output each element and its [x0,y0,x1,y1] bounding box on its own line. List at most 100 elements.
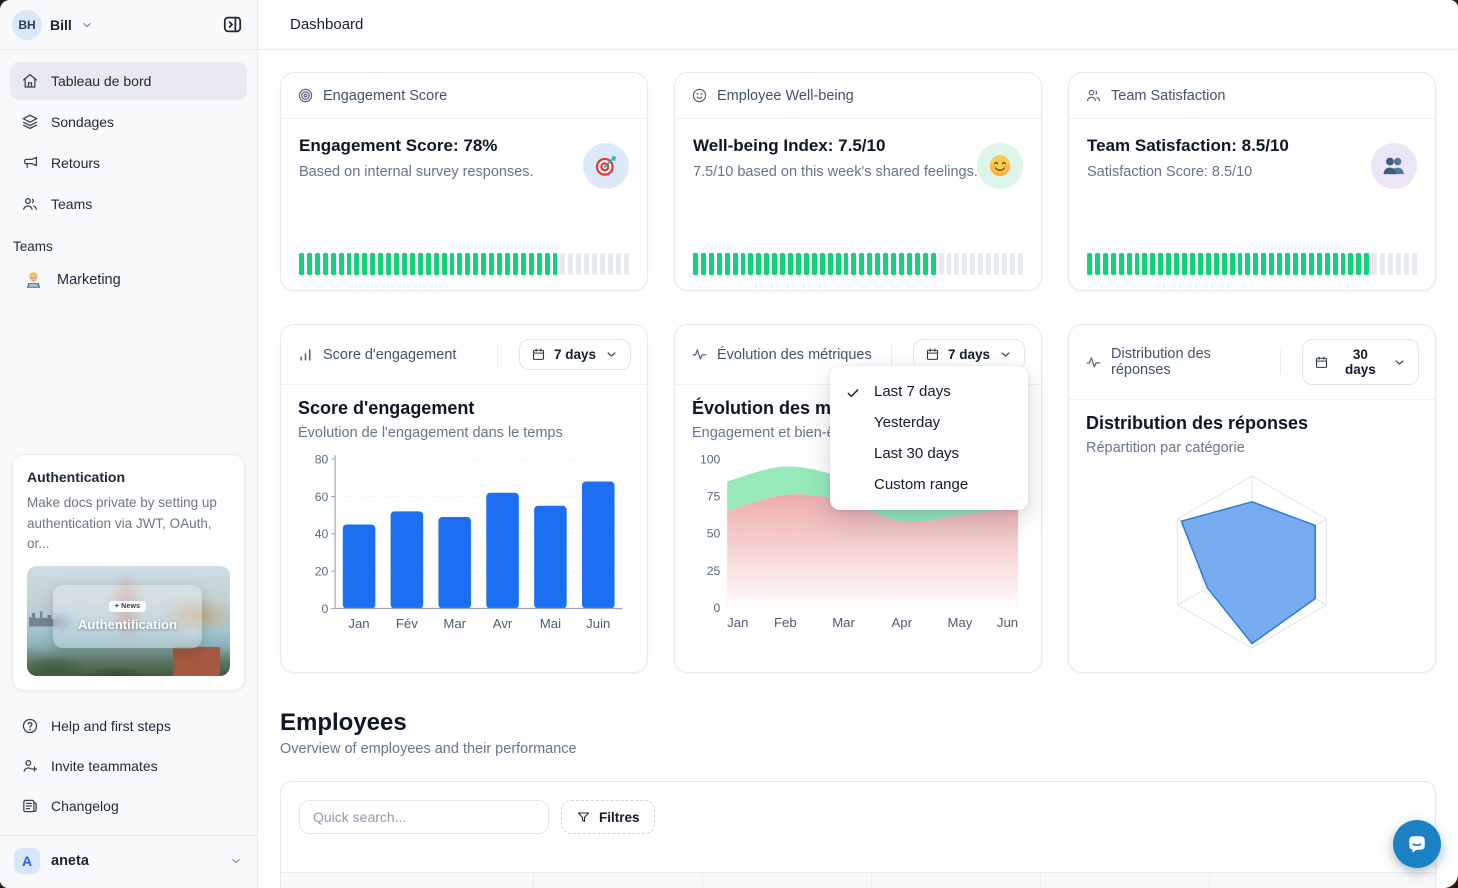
ticker-segment [693,253,698,275]
ticker-segment [1372,253,1378,275]
svg-text:Jan: Jan [727,615,748,630]
svg-text:80: 80 [315,453,329,467]
svg-text:20: 20 [315,565,329,579]
technologist-emoji-icon [23,270,44,291]
ticker-segment [441,253,447,275]
card-header-label: Employee Well-being [717,87,854,104]
column-header-tasks[interactable]: Tasks [1209,873,1435,888]
sidebar-item-retours[interactable]: Retours [10,144,247,182]
range-select[interactable]: 7 days [518,339,631,370]
range-select[interactable]: 30 days [1301,339,1419,385]
ticker-segment [914,253,920,275]
promo-image[interactable]: + News Authentification [27,566,230,676]
ticker-segment [764,253,770,275]
column-header-participation[interactable]: Participation [871,873,1040,888]
column-header-position[interactable]: Position [702,873,871,888]
dropdown-item-label: Last 7 days [874,383,951,400]
dropdown-item[interactable]: Last 30 days [830,438,1028,469]
ticker-segment [788,253,793,275]
ticker-segment [898,253,904,275]
changelog-icon [21,797,39,815]
main-area: Dashboard Engagement Score Engagement Sc… [258,0,1458,888]
sidebar-item-dashboard[interactable]: Tableau de bord [10,62,247,100]
user-name[interactable]: Bill [50,16,72,33]
page-title: Dashboard [290,16,364,33]
ticker-segment [1110,253,1116,275]
column-header-performance[interactable]: Performance [1040,873,1209,888]
stat-subtitle: Based on internal survey responses. [299,164,534,180]
sidebar-item-marketing[interactable]: Marketing [10,260,247,300]
target-emoji-icon [593,153,619,179]
search-input[interactable] [299,800,549,834]
ticker-segment [465,253,471,275]
ticker-segment [1395,253,1401,275]
metrics-chart-card: Évolution des métriques 7 days Évolution… [674,324,1042,673]
ticker-segment [512,253,518,275]
ticker-segment [1316,253,1322,275]
ticker-segment [354,253,360,275]
ticker-segment [819,253,825,275]
ticker-segment [433,253,439,275]
chat-bubble-icon [1404,831,1430,857]
topbar: Dashboard [258,0,1458,50]
ticker-segment [1364,253,1370,275]
range-select[interactable]: 7 days [912,339,1025,370]
ticker-segment [457,253,463,275]
dropdown-item[interactable]: Yesterday [830,407,1028,438]
ticker-segment [1142,253,1148,275]
progress-ticker [693,253,1023,275]
ticker-segment [795,253,801,275]
ticker-segment [615,253,621,275]
card-header-label: Score d'engagement [323,346,457,363]
ticker-segment [883,253,889,275]
ticker-segment [994,253,999,275]
stat-cards-row: Engagement Score Engagement Score: 78% B… [280,72,1436,291]
sidebar-item-teams[interactable]: Teams [10,185,247,223]
ticker-segment [1308,253,1314,275]
ticker-segment [299,253,304,275]
filters-button[interactable]: Filtres [561,800,655,834]
sidebar-item-invite[interactable]: Invite teammates [10,747,247,785]
column-header-team[interactable]: Team [533,873,702,888]
ticker-segment [536,253,542,275]
employees-panel: Filtres UserTeamPositionParticipationPer… [280,781,1436,888]
ticker-segment [504,253,510,275]
sidebar-item-changelog[interactable]: Changelog [10,787,247,825]
user-plus-icon [21,757,39,775]
chat-launcher-button[interactable] [1393,820,1441,868]
sidebar-item-sondages[interactable]: Sondages [10,103,247,141]
activity-icon [691,346,708,363]
workspace-switcher[interactable]: A aneta [0,836,257,888]
collapse-sidebar-button[interactable] [219,12,245,38]
ticker-segment [1182,253,1187,275]
ticker-segment [473,253,479,275]
svg-text:40: 40 [315,527,329,541]
sidebar-item-label: Retours [51,155,101,171]
stat-emoji-badge [1371,143,1417,189]
ticker-segment [859,253,865,275]
svg-text:100: 100 [700,453,721,467]
ticker-segment [1261,253,1267,275]
column-header-user[interactable]: User [281,873,533,888]
ticker-segment [827,253,833,275]
ticker-segment [1324,253,1330,275]
ticker-segment [843,253,849,275]
chevron-down-icon [229,854,243,868]
promo-card[interactable]: Authentication Make docs private by sett… [12,454,245,691]
progress-ticker [299,253,629,275]
sidebar-item-label: Invite teammates [51,758,158,774]
sidebar-item-help[interactable]: Help and first steps [10,707,247,745]
chevron-down-icon [80,18,94,32]
ticker-segment [716,253,722,275]
dropdown-item[interactable]: Custom range [830,469,1028,500]
svg-text:Jun: Jun [997,615,1018,630]
megaphone-icon [21,154,39,172]
card-header-label: Évolution des métriques [717,346,872,363]
svg-text:May: May [947,615,972,630]
dropdown-item[interactable]: Last 7 days [830,376,1028,407]
ticker-segment [346,253,352,275]
filters-label: Filtres [599,809,640,825]
stat-emoji-badge [583,143,629,189]
user-avatar[interactable]: BH [12,9,42,40]
stat-title: Engagement Score: 78% [299,136,498,155]
